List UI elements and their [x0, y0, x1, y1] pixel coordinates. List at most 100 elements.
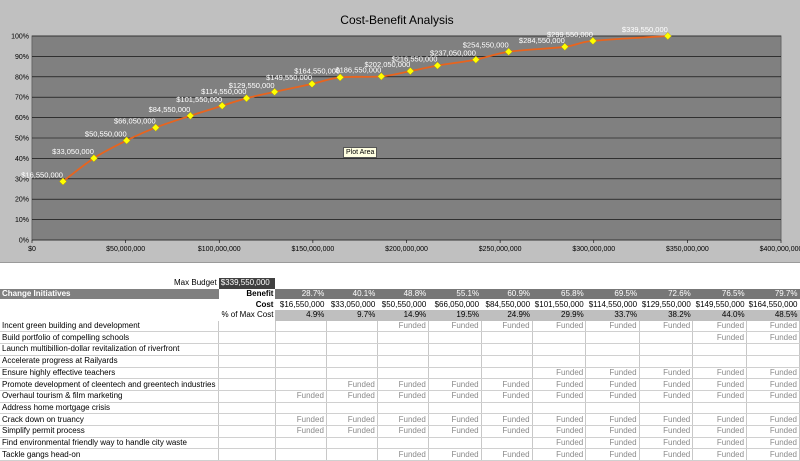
initiative-name[interactable]: Overhaul tourism & film marketing	[0, 390, 220, 403]
empty-cell[interactable]	[639, 355, 694, 368]
pct-max-row-value[interactable]: 29.9%	[532, 310, 586, 321]
empty-cell[interactable]	[326, 367, 378, 380]
empty-cell[interactable]	[532, 278, 586, 289]
funded-cell[interactable]: Funded	[746, 390, 800, 403]
funded-cell[interactable]: Funded	[639, 413, 694, 426]
funded-cell[interactable]: Funded	[532, 437, 587, 450]
benefit-row-value[interactable]: 79.7%	[746, 288, 800, 300]
funded-cell[interactable]: Funded	[326, 413, 378, 426]
empty-cell[interactable]	[218, 437, 276, 450]
empty-cell[interactable]	[428, 278, 481, 289]
funded-cell[interactable]: Funded	[532, 413, 587, 426]
funded-cell[interactable]: Funded	[377, 413, 429, 426]
empty-cell[interactable]	[585, 402, 640, 415]
funded-cell[interactable]: Funded	[532, 425, 587, 438]
empty-cell[interactable]	[218, 331, 276, 345]
initiative-name[interactable]: Build portfolio of compelling schools	[0, 331, 220, 345]
funded-cell[interactable]: Funded	[692, 367, 748, 380]
cost-row-value[interactable]: $114,550,000	[588, 299, 638, 309]
initiative-name[interactable]: Crack down on truancy	[0, 413, 220, 426]
funded-cell[interactable]: Funded	[532, 320, 587, 333]
funded-cell[interactable]: Funded	[639, 378, 694, 391]
empty-cell[interactable]	[692, 402, 748, 415]
funded-cell[interactable]: Funded	[428, 320, 482, 333]
funded-cell[interactable]: Funded	[692, 413, 748, 426]
initiative-name[interactable]: Ensure highly effective teachers	[0, 367, 220, 380]
initiative-name[interactable]: Address home mortgage crisis	[0, 402, 220, 415]
pct-max-row-value[interactable]: 4.9%	[275, 310, 327, 321]
empty-cell[interactable]	[428, 331, 482, 345]
empty-cell[interactable]	[532, 331, 587, 345]
funded-cell[interactable]: Funded	[377, 378, 429, 391]
empty-cell[interactable]	[0, 310, 219, 321]
empty-cell[interactable]	[326, 331, 378, 345]
funded-cell[interactable]: Funded	[275, 425, 327, 438]
funded-cell[interactable]: Funded	[481, 448, 533, 461]
empty-cell[interactable]	[377, 367, 429, 380]
initiative-name[interactable]: Incent green building and development	[0, 320, 220, 333]
funded-cell[interactable]: Funded	[692, 320, 748, 333]
empty-cell[interactable]	[692, 355, 748, 368]
pct-max-row-value[interactable]: 9.7%	[326, 310, 378, 321]
cost-row-value[interactable]: $129,550,000	[641, 299, 691, 309]
funded-cell[interactable]: Funded	[428, 448, 482, 461]
empty-cell[interactable]	[585, 343, 640, 356]
initiative-name[interactable]: Promote development of cleentech and gre…	[0, 378, 220, 391]
empty-cell[interactable]	[218, 367, 276, 380]
empty-cell[interactable]	[326, 402, 378, 415]
funded-cell[interactable]: Funded	[639, 390, 694, 403]
funded-cell[interactable]: Funded	[481, 378, 533, 391]
empty-cell[interactable]	[275, 320, 327, 333]
pct-max-row-value[interactable]: 33.7%	[585, 310, 640, 321]
empty-cell[interactable]	[585, 355, 640, 368]
funded-cell[interactable]: Funded	[585, 367, 640, 380]
funded-cell[interactable]: Funded	[639, 320, 694, 333]
initiative-name[interactable]: Simplify permit process	[0, 425, 220, 438]
empty-cell[interactable]	[532, 402, 587, 415]
initiative-name[interactable]: Find environmental friendly way to handl…	[0, 437, 220, 450]
empty-cell[interactable]	[275, 343, 327, 356]
empty-cell[interactable]	[481, 402, 533, 415]
empty-cell[interactable]	[377, 331, 429, 345]
empty-cell[interactable]	[377, 278, 428, 289]
benefit-row-value[interactable]: 65.8%	[532, 288, 586, 300]
empty-cell[interactable]	[746, 355, 800, 368]
change-initiatives-header[interactable]: Change Initiatives	[0, 288, 219, 300]
funded-cell[interactable]: Funded	[532, 448, 587, 461]
funded-cell[interactable]: Funded	[481, 425, 533, 438]
funded-cell[interactable]: Funded	[585, 390, 640, 403]
benefit-row-value[interactable]: 48.8%	[377, 288, 429, 300]
funded-cell[interactable]: Funded	[585, 448, 640, 461]
empty-cell[interactable]	[481, 331, 533, 345]
empty-cell[interactable]	[639, 331, 694, 345]
funded-cell[interactable]: Funded	[639, 425, 694, 438]
empty-cell[interactable]	[481, 343, 533, 356]
funded-cell[interactable]: Funded	[746, 413, 800, 426]
funded-cell[interactable]: Funded	[746, 331, 800, 345]
empty-cell[interactable]	[218, 320, 276, 333]
empty-cell[interactable]	[481, 367, 533, 380]
empty-cell[interactable]	[218, 413, 276, 426]
cost-row-value[interactable]: $84,550,000	[485, 299, 531, 309]
funded-cell[interactable]: Funded	[585, 320, 640, 333]
cost-row-value[interactable]: $149,550,000	[695, 299, 745, 309]
benefit-row-value[interactable]: 28.7%	[275, 288, 327, 300]
empty-cell[interactable]	[326, 448, 378, 461]
empty-cell[interactable]	[275, 278, 326, 289]
pct-max-row-value[interactable]: 24.9%	[481, 310, 533, 321]
empty-cell[interactable]	[0, 299, 219, 310]
funded-cell[interactable]: Funded	[692, 390, 748, 403]
cost-row-value[interactable]: $164,550,000	[748, 299, 798, 309]
empty-cell[interactable]	[532, 355, 587, 368]
funded-cell[interactable]: Funded	[428, 413, 482, 426]
funded-cell[interactable]: Funded	[585, 437, 640, 450]
empty-cell[interactable]	[377, 402, 429, 415]
funded-cell[interactable]: Funded	[746, 378, 800, 391]
empty-cell[interactable]	[218, 402, 276, 415]
funded-cell[interactable]: Funded	[377, 448, 429, 461]
empty-cell[interactable]	[218, 343, 276, 356]
empty-cell[interactable]	[218, 378, 276, 391]
empty-cell[interactable]	[326, 437, 378, 450]
empty-cell[interactable]	[692, 343, 748, 356]
empty-cell[interactable]	[218, 425, 276, 438]
